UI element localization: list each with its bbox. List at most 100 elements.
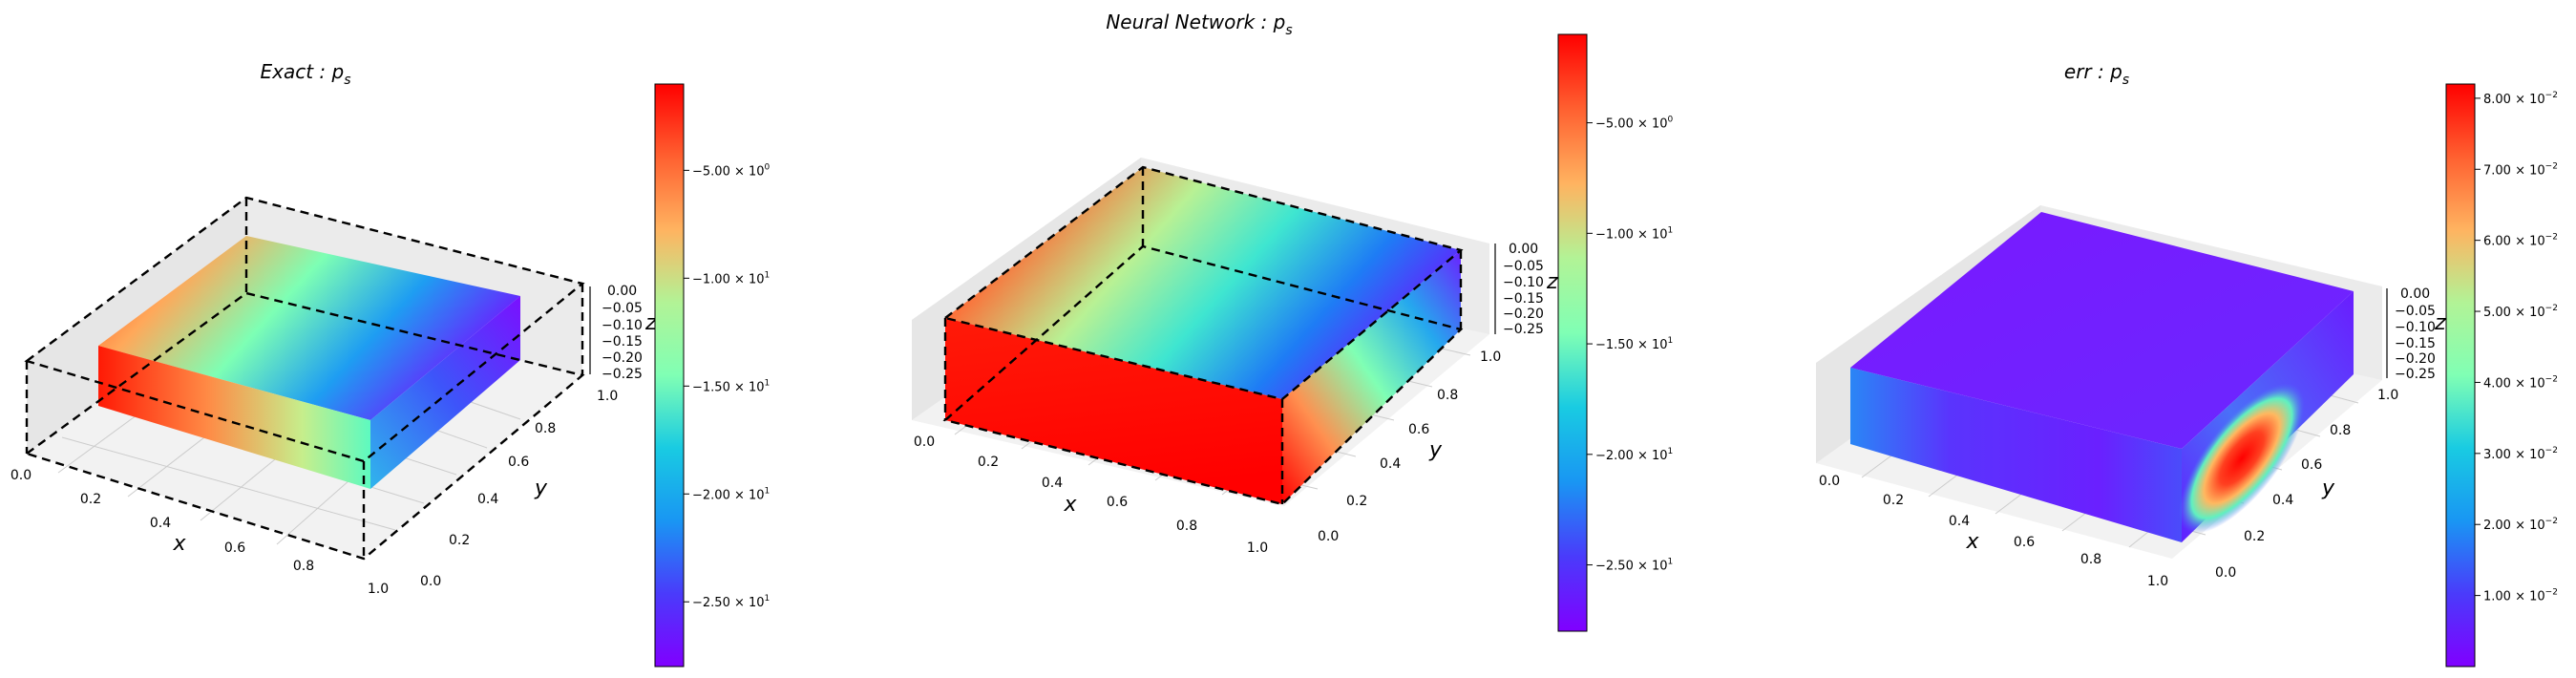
- y-axis-label: y: [534, 477, 548, 500]
- y-tick: 0.4: [477, 492, 498, 507]
- z-tick: −0.20: [602, 350, 643, 366]
- y-axis: 0.0 0.2 0.4 0.6 0.8 1.0 y: [420, 389, 618, 589]
- y-tick: 0.6: [2301, 457, 2322, 473]
- colorbar-tick-label: −1.50 × 101: [1595, 336, 1673, 352]
- colorbar-tick-label: −2.00 × 101: [1595, 447, 1673, 463]
- x-tick: 0.4: [1042, 476, 1063, 491]
- z-tick: 0.00: [1509, 242, 1538, 257]
- colorbar-gradient: [1558, 34, 1587, 631]
- x-tick: 0.8: [293, 559, 314, 574]
- z-tick: −0.10: [1503, 275, 1544, 290]
- z-tick: −0.05: [2395, 304, 2436, 319]
- z-tick: −0.20: [2395, 351, 2436, 367]
- y-tick: 1.0: [2377, 388, 2398, 403]
- x-axis-label: x: [1063, 493, 1077, 517]
- x-tick: 0.4: [1949, 514, 1970, 529]
- x-tick: 0.2: [978, 455, 999, 470]
- colorbar-frame: [1557, 33, 1588, 632]
- y-tick: 0.6: [508, 455, 529, 470]
- panel-title: Exact : ps: [260, 60, 350, 88]
- colorbar-tick-label: 6.00 × 10−2: [2483, 233, 2558, 249]
- data-box: [1850, 212, 2354, 542]
- z-axis-label: z: [644, 311, 657, 335]
- panel-error: err : ps 0.0 0.2 0.4: [1816, 60, 2558, 667]
- panel-title: Neural Network : ps: [1106, 11, 1292, 38]
- x-tick: 1.0: [1247, 540, 1268, 556]
- colorbar-tick-label: 2.00 × 10−2: [2483, 517, 2558, 533]
- y-tick: 0.0: [2215, 565, 2236, 581]
- z-tick: −0.25: [602, 367, 643, 382]
- colorbar-tick-label: 5.00 × 10−2: [2483, 304, 2558, 320]
- z-tick: −0.10: [2395, 320, 2436, 335]
- domain-outline: [24, 196, 585, 561]
- y-axis-label: y: [1428, 438, 1443, 462]
- x-tick: 0.8: [1176, 519, 1197, 534]
- y-axis: 0.0 0.2 0.4 0.6 0.8 1.0 y: [2215, 388, 2398, 581]
- colorbar-frame: [2445, 83, 2476, 667]
- y-tick: 0.4: [2272, 493, 2293, 508]
- x-tick: 0.6: [224, 540, 245, 556]
- error-hotspot: [2179, 383, 2305, 534]
- y-tick: 0.2: [449, 533, 470, 548]
- colorbar-tick-label: −2.00 × 101: [692, 486, 770, 502]
- x-axis: 0.0 0.2 0.4 0.6 0.8 1.0 x: [1819, 474, 2168, 589]
- z-axis-label: z: [1546, 270, 1558, 294]
- colorbar-tick-label: 1.00 × 10−2: [2483, 588, 2558, 604]
- y-tick: 0.4: [1380, 456, 1401, 472]
- y-tick: 0.0: [1318, 529, 1339, 544]
- z-tick: −0.05: [602, 301, 643, 316]
- data-box: [98, 236, 520, 489]
- colorbar-frame: [654, 83, 685, 667]
- colorbar-tick-label: −5.00 × 100: [1595, 116, 1674, 132]
- x-axis-label: x: [172, 532, 186, 556]
- y-tick: 0.8: [2330, 423, 2351, 438]
- y-tick: 0.8: [535, 421, 556, 436]
- colorbar: −5.00 × 100 −1.00 × 101 −1.50 × 101 −2.00 ×…: [1557, 33, 1674, 632]
- colorbar-tick-label: 8.00 × 10−2: [2483, 91, 2558, 107]
- colorbar-gradient: [2446, 84, 2475, 667]
- x-tick: 0.0: [914, 434, 935, 450]
- z-axis: 0.00 −0.05 −0.10 −0.15 −0.20 −0.25 z: [1494, 242, 1558, 337]
- y-tick: 0.6: [1408, 422, 1429, 437]
- z-tick: −0.15: [2395, 336, 2436, 351]
- y-tick: 0.8: [1437, 388, 1458, 403]
- z-tick: −0.05: [1503, 259, 1544, 274]
- colorbar-tick-label: −1.50 × 101: [692, 378, 770, 394]
- y-tick: 1.0: [1480, 350, 1501, 365]
- colorbar-tick-label: −1.00 × 101: [692, 270, 770, 286]
- x-tick: 1.0: [368, 582, 389, 597]
- x-tick: 0.6: [1107, 495, 1128, 510]
- x-tick: 1.0: [2147, 574, 2168, 589]
- y-axis: 0.0 0.2 0.4 0.6 0.8 1.0 y: [1318, 350, 1501, 544]
- z-tick: 0.00: [2400, 286, 2430, 302]
- y-tick: 0.2: [1346, 494, 1367, 509]
- z-tick: −0.10: [602, 318, 643, 333]
- y-tick: 0.2: [2244, 529, 2265, 544]
- panel-title: err : ps: [2064, 60, 2129, 88]
- x-tick: 0.0: [1819, 474, 1840, 489]
- y-tick: 1.0: [597, 389, 618, 404]
- colorbar-gradient: [655, 84, 684, 667]
- colorbar: −5.00 × 100 −1.00 × 101 −1.50 × 101 −2.00 ×…: [654, 83, 771, 667]
- z-tick: −0.20: [1503, 307, 1544, 322]
- domain-outline: [942, 165, 1464, 506]
- x-tick: 0.4: [150, 516, 171, 531]
- colorbar-tick-label: 4.00 × 10−2: [2483, 374, 2558, 391]
- colorbar-tick-label: 3.00 × 10−2: [2483, 446, 2558, 462]
- z-axis-label: z: [2434, 311, 2446, 335]
- z-tick: −0.25: [2395, 367, 2436, 382]
- panel-exact: Exact : ps: [11, 60, 771, 667]
- x-tick: 0.2: [80, 492, 101, 507]
- colorbar-tick-label: 7.00 × 10−2: [2483, 161, 2558, 178]
- z-axis: 0.00 −0.05 −0.10 −0.15 −0.20 −0.25 z: [589, 284, 657, 382]
- x-axis: 0.0 0.2 0.4 0.6 0.8 1.0 x: [11, 468, 389, 597]
- x-tick: 0.6: [2014, 535, 2035, 550]
- x-axis: 0.0 0.2 0.4 0.6 0.8 1.0 x: [914, 434, 1268, 556]
- colorbar-tick-label: −2.50 × 101: [1595, 558, 1673, 574]
- colorbar: 8.00 × 10−2 7.00 × 10−2 6.00 × 10−2 5.00 × …: [2445, 83, 2558, 667]
- z-tick: −0.15: [1503, 291, 1544, 307]
- colorbar-tick-label: −2.50 × 101: [692, 594, 770, 610]
- z-axis: 0.00 −0.05 −0.10 −0.15 −0.20 −0.25 z: [2386, 286, 2446, 382]
- x-tick: 0.2: [1883, 493, 1904, 508]
- z-tick: −0.15: [602, 334, 643, 350]
